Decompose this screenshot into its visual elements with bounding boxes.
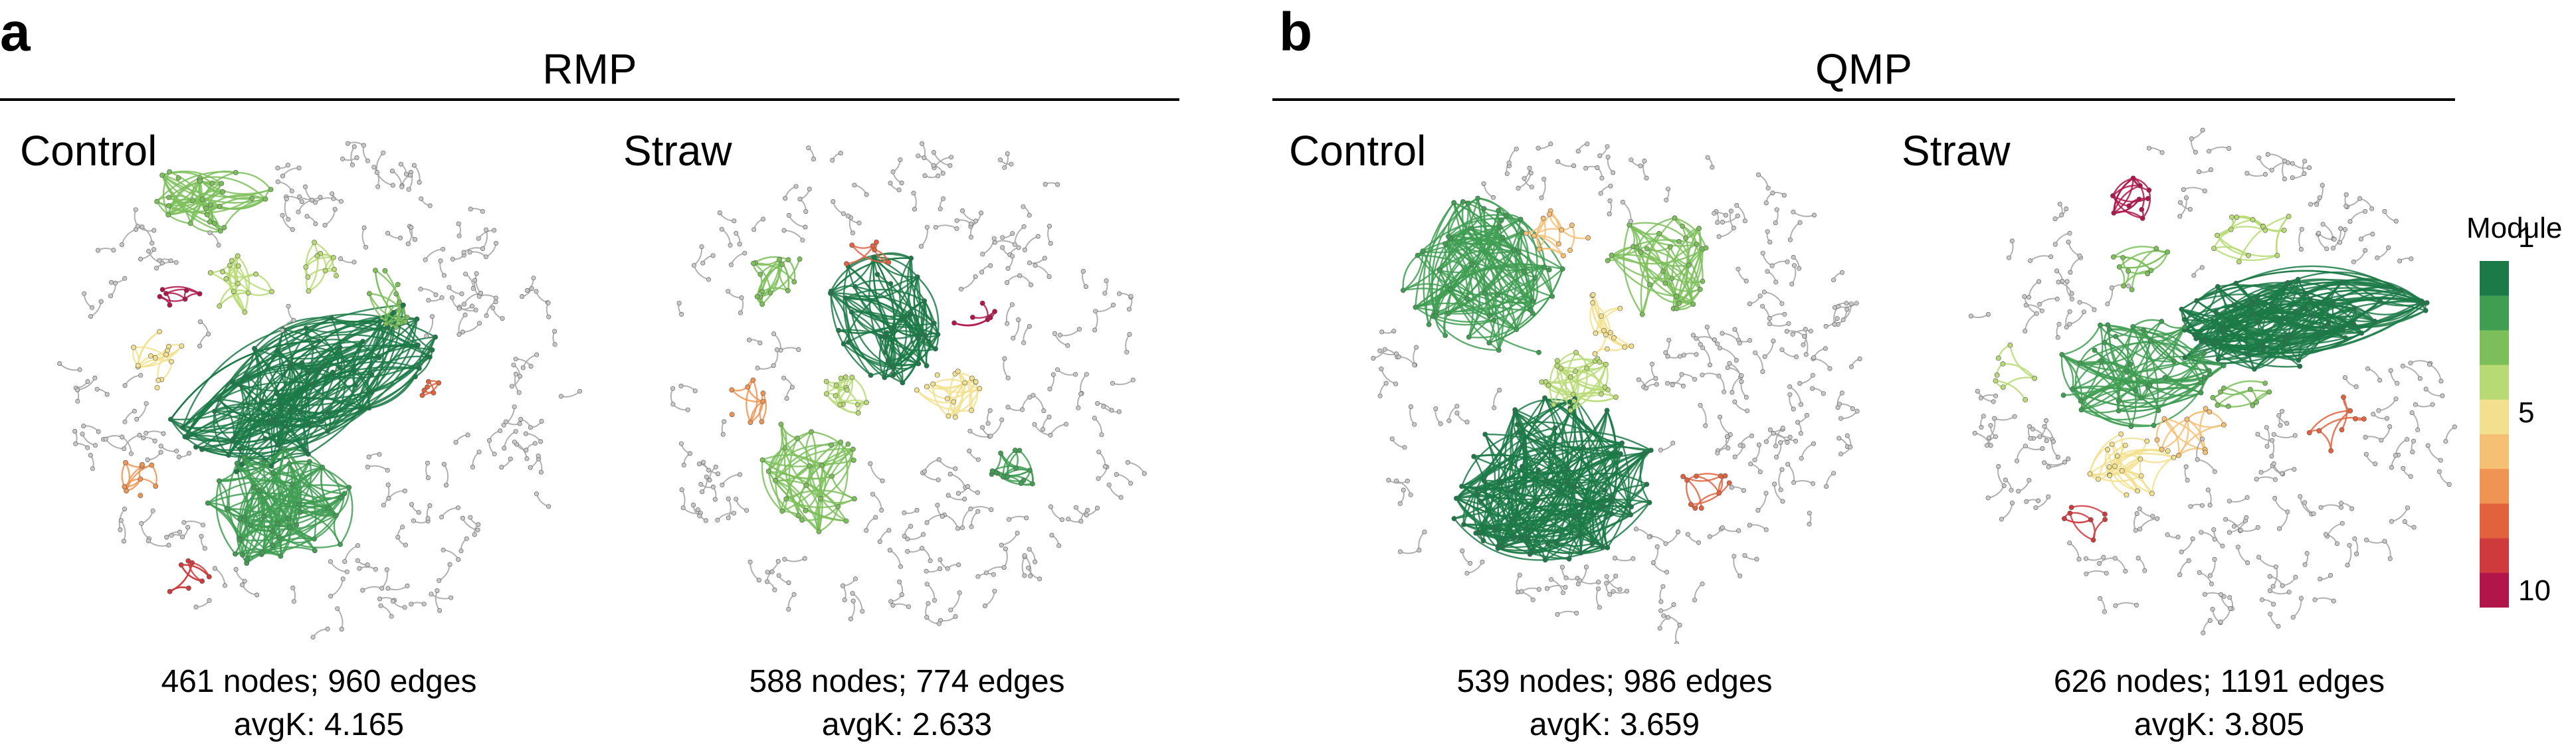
network-label-rmp-control: Control	[20, 127, 157, 175]
stats-avgk: avgK: 2.633	[821, 706, 993, 742]
network-plot-qmp-straw	[1953, 120, 2485, 651]
legend-tick-5: 5	[2518, 396, 2535, 429]
network-label-qmp-straw: Straw	[1902, 127, 2011, 175]
legend-colorbar	[2480, 261, 2509, 608]
network-plot-rmp-straw	[641, 120, 1173, 651]
stats-nodes-edges: 588 nodes; 774 edges	[749, 664, 1065, 699]
network-stats-rmp-straw: 588 nodes; 774 edges avgK: 2.633	[641, 661, 1173, 747]
network-stats-rmp-control: 461 nodes; 960 edges avgK: 4.165	[53, 661, 585, 747]
legend-tick-10: 10	[2518, 574, 2551, 607]
panel-letter-b: b	[1279, 2, 1313, 62]
stats-nodes-edges: 626 nodes; 1191 edges	[2053, 664, 2385, 699]
stats-avgk: avgK: 4.165	[233, 706, 405, 742]
group-rule-qmp	[1272, 98, 2455, 101]
network-plot-rmp-control	[53, 120, 585, 651]
legend-tick-1: 1	[2518, 221, 2535, 254]
stats-avgk: avgK: 3.659	[1529, 706, 1700, 742]
panel-letter-a: a	[0, 2, 31, 62]
stats-avgk: avgK: 3.805	[2133, 706, 2305, 742]
group-title-qmp: QMP	[1815, 45, 1912, 93]
network-stats-qmp-control: 539 nodes; 986 edges avgK: 3.659	[1349, 661, 1880, 747]
legend-title: Module	[2466, 212, 2563, 244]
stats-nodes-edges: 539 nodes; 986 edges	[1456, 664, 1773, 699]
network-label-rmp-straw: Straw	[623, 127, 732, 175]
stats-nodes-edges: 461 nodes; 960 edges	[161, 664, 477, 699]
group-title-rmp: RMP	[542, 45, 637, 93]
group-rule-rmp	[0, 98, 1179, 101]
network-stats-qmp-straw: 626 nodes; 1191 edges avgK: 3.805	[1953, 661, 2485, 747]
network-label-qmp-control: Control	[1289, 127, 1427, 175]
network-plot-qmp-control	[1349, 113, 1880, 644]
